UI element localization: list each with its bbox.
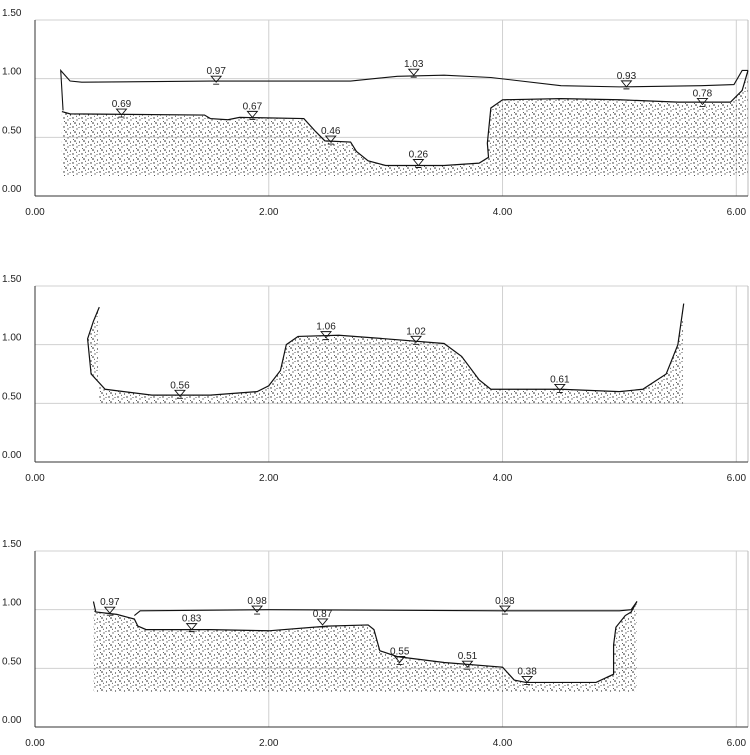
y-tick-label: 1.00 xyxy=(2,598,22,609)
level-marker xyxy=(498,605,511,615)
level-label: 0.87 xyxy=(313,609,333,620)
y-tick-label: 1.50 xyxy=(2,274,22,285)
bed-line xyxy=(61,70,749,167)
level-label: 0.97 xyxy=(206,66,226,77)
x-tick-label: 6.00 xyxy=(727,207,747,218)
level-label: 0.98 xyxy=(247,596,267,607)
level-marker xyxy=(521,675,534,685)
y-tick-label: 0.00 xyxy=(2,184,22,195)
bed-fill xyxy=(61,70,748,177)
level-marker xyxy=(316,618,329,628)
y-tick-label: 1.00 xyxy=(2,67,22,78)
bed-line xyxy=(92,601,638,684)
x-tick-label: 2.00 xyxy=(259,473,279,484)
water-line xyxy=(60,68,748,111)
level-marker xyxy=(320,331,333,341)
level-label: 0.46 xyxy=(321,126,341,137)
y-tick-label: 0.00 xyxy=(2,715,22,726)
level-marker xyxy=(210,75,223,85)
level-marker xyxy=(461,660,474,670)
level-marker xyxy=(251,605,264,615)
level-label: 0.98 xyxy=(495,596,515,607)
level-marker xyxy=(620,80,633,90)
y-tick-label: 0.00 xyxy=(2,450,22,461)
level-label: 0.56 xyxy=(170,380,190,391)
x-tick-label: 6.00 xyxy=(727,473,747,484)
water-line xyxy=(134,601,638,616)
level-label: 0.69 xyxy=(112,99,132,110)
level-marker xyxy=(696,98,709,107)
y-tick-label: 1.50 xyxy=(2,539,22,550)
bed-fill xyxy=(93,601,637,692)
level-label: 0.78 xyxy=(693,88,713,99)
level-marker xyxy=(185,623,198,633)
level-label: 1.03 xyxy=(404,59,424,70)
x-tick-label: 0.00 xyxy=(25,207,45,218)
y-tick-label: 0.50 xyxy=(2,656,22,667)
y-tick-label: 1.00 xyxy=(2,333,22,344)
level-label: 0.38 xyxy=(517,666,537,677)
level-marker xyxy=(407,68,420,78)
level-label: 0.55 xyxy=(390,646,410,657)
y-tick-label: 0.50 xyxy=(2,391,22,402)
level-marker xyxy=(553,383,566,393)
level-label: 0.93 xyxy=(617,71,637,82)
level-marker xyxy=(410,335,423,345)
bed-fill xyxy=(87,303,684,404)
level-marker xyxy=(173,389,186,399)
level-marker xyxy=(103,606,116,616)
x-tick-label: 6.00 xyxy=(727,738,747,749)
x-tick-label: 0.00 xyxy=(25,738,45,749)
level-marker xyxy=(393,656,406,665)
level-label: 0.83 xyxy=(182,614,202,625)
level-marker xyxy=(246,110,259,120)
level-marker xyxy=(115,108,128,118)
level-marker xyxy=(324,135,337,145)
x-tick-label: 4.00 xyxy=(493,473,513,484)
level-label: 1.06 xyxy=(316,322,336,333)
level-label: 0.61 xyxy=(550,374,570,385)
level-label: 0.97 xyxy=(100,597,120,608)
y-tick-label: 1.50 xyxy=(2,8,22,19)
level-marker xyxy=(412,159,425,168)
x-tick-label: 2.00 xyxy=(259,207,279,218)
level-label: 0.26 xyxy=(409,149,429,160)
x-tick-label: 4.00 xyxy=(493,738,513,749)
level-label: 0.67 xyxy=(243,101,263,112)
level-label: 0.51 xyxy=(458,651,478,662)
x-tick-label: 2.00 xyxy=(259,738,279,749)
x-tick-label: 0.00 xyxy=(25,473,45,484)
y-tick-label: 0.50 xyxy=(2,125,22,136)
bed-line xyxy=(86,303,685,396)
x-tick-label: 4.00 xyxy=(493,207,513,218)
level-label: 1.02 xyxy=(406,326,426,337)
